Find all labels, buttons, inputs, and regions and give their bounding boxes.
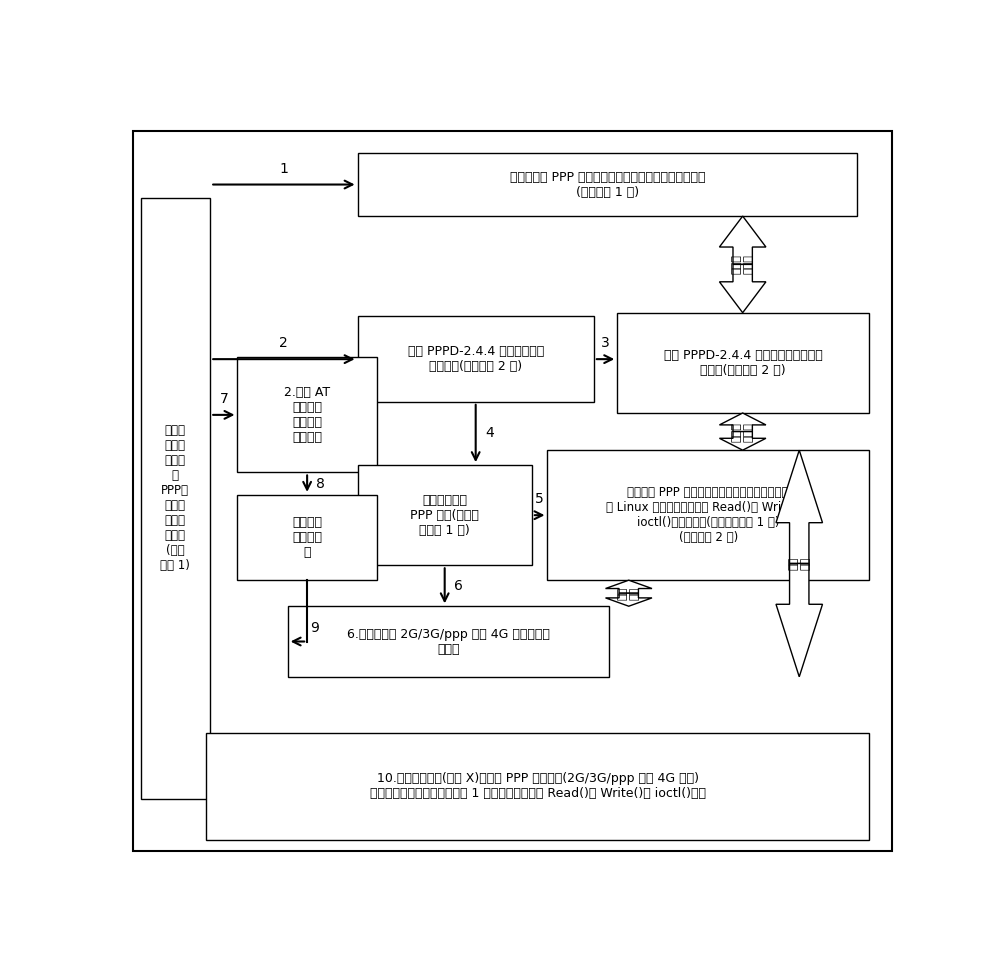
- Text: 7: 7: [219, 392, 228, 406]
- Text: 流量统
计数据
管理进
程
PPP：
流量统
计与测
试控制
(位于
进程 1): 流量统 计数据 管理进 程 PPP： 流量统 计与测 试控制 (位于 进程 1): [160, 425, 190, 572]
- Text: 调用 PPPD-2.4.4 进程并以后台
方式运行(位于进程 2 内): 调用 PPPD-2.4.4 进程并以后台 方式运行(位于进程 2 内): [408, 345, 544, 373]
- Text: 6: 6: [454, 579, 463, 593]
- FancyArrow shape: [719, 413, 766, 431]
- Text: 初始化设置 PPP 模式下的信号通知机制和共享内存机制
(位于进程 1 内): 初始化设置 PPP 模式下的信号通知机制和共享内存机制 (位于进程 1 内): [510, 171, 705, 199]
- Bar: [358, 317, 594, 401]
- FancyArrow shape: [776, 450, 822, 564]
- Text: 9: 9: [310, 620, 319, 635]
- Text: 2: 2: [280, 336, 288, 350]
- Text: 流量监
控相关: 流量监 控相关: [732, 255, 753, 274]
- Text: 加载启动内核
PPP 驱动(位于内
核进程 1 内): 加载启动内核 PPP 驱动(位于内 核进程 1 内): [410, 494, 479, 537]
- Bar: [237, 495, 377, 580]
- Text: 4: 4: [485, 427, 494, 440]
- FancyArrow shape: [776, 564, 822, 676]
- Text: 3: 3: [601, 336, 610, 350]
- FancyArrow shape: [719, 431, 766, 450]
- Bar: [206, 732, 869, 841]
- Bar: [547, 450, 869, 580]
- Text: 实际
流量: 实际 流量: [618, 587, 640, 600]
- Bar: [140, 198, 210, 799]
- Bar: [358, 465, 532, 565]
- Text: 调用串口
工作台进
程: 调用串口 工作台进 程: [292, 516, 322, 559]
- Text: 5: 5: [535, 492, 544, 507]
- Bar: [237, 357, 377, 473]
- Text: 6.初始化启动 2G/3G/ppp 模式 4G 模块进入联
网模式: 6.初始化启动 2G/3G/ppp 模式 4G 模块进入联 网模式: [347, 627, 550, 655]
- FancyArrow shape: [719, 264, 766, 313]
- Bar: [617, 313, 869, 413]
- Text: 10.所有其他进程(进程 X)：通过 PPP 驱动设备(2G/3G/ppp 模式 4G 模块)
联网都需要通过位于内核进程 1 内的设备标准接口 Read()，: 10.所有其他进程(进程 X)：通过 PPP 驱动设备(2G/3G/ppp 模式…: [370, 772, 706, 800]
- FancyArrow shape: [606, 580, 652, 593]
- Text: 加载内核 PPP 驱动中数据流量监控鑉子程序，监
控 Linux 设备文件标准接口 Read()， Write()，
ioctl()的所有操作(位于内核进程 1: 加载内核 PPP 驱动中数据流量监控鑉子程序，监 控 Linux 设备文件标准接…: [606, 486, 810, 544]
- Text: 实际
流量: 实际 流量: [788, 557, 810, 570]
- Text: 加载 PPPD-2.4.4 进程工作状态监控钉
子程序(位于进程 2 内): 加载 PPPD-2.4.4 进程工作状态监控钉 子程序(位于进程 2 内): [664, 349, 822, 377]
- Bar: [358, 152, 857, 216]
- Bar: [288, 606, 609, 676]
- FancyArrow shape: [606, 593, 652, 606]
- Text: 8: 8: [316, 477, 325, 490]
- Text: 流量监
控相关: 流量监 控相关: [732, 422, 753, 442]
- FancyArrow shape: [719, 216, 766, 264]
- Text: 1: 1: [279, 161, 288, 176]
- Text: 2.调用 AT
指令初始
化配置并
加载配置: 2.调用 AT 指令初始 化配置并 加载配置: [284, 386, 330, 444]
